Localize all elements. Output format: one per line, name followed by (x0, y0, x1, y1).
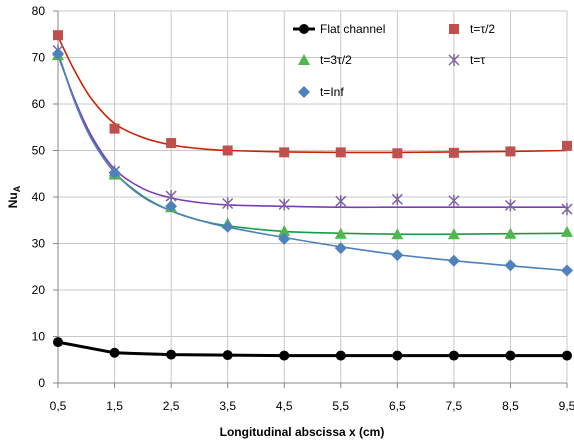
data-point-star (504, 199, 516, 212)
data-point-circle (53, 337, 63, 348)
y-axis-title: NuA (6, 185, 22, 208)
data-point-circle (279, 350, 290, 361)
data-point-square (505, 146, 516, 157)
data-point-square (562, 140, 572, 151)
y-tick-label: 50 (32, 144, 46, 158)
y-tick-labels: 0 10 20 30 40 50 60 70 80 (32, 4, 46, 390)
legend-label: t=3τ/2 (320, 53, 352, 67)
data-point-square (392, 148, 403, 159)
y-tick-label: 70 (32, 51, 46, 65)
data-point-triangle (561, 225, 573, 237)
legend-label: t=Inf (320, 85, 344, 99)
y-axis-title-main: Nu (6, 192, 20, 208)
legend-label: Flat channel (320, 22, 385, 36)
x-tick-label: 0,5 (50, 399, 67, 413)
data-point-circle (166, 349, 177, 360)
data-point-circle (392, 350, 403, 361)
legend-swatch-diamond (298, 86, 310, 98)
series-lines (57, 36, 568, 358)
data-point-diamond (447, 254, 460, 267)
legend-swatch-square (449, 24, 459, 34)
data-point-square (335, 147, 346, 158)
x-tick-labels: 0,5 1,5 2,5 3,5 4,5 5,5 6,5 7,5 8,5 9,5 (50, 399, 574, 413)
data-point-square (448, 147, 459, 158)
x-tick-label: 7,5 (446, 399, 463, 413)
y-tick-label: 20 (32, 283, 46, 297)
y-tick-label: 0 (38, 376, 45, 390)
data-point-circle (505, 350, 516, 361)
data-point-triangle (391, 228, 404, 240)
data-point-star (222, 197, 234, 210)
data-point-circle (222, 350, 233, 361)
data-point-star (561, 203, 573, 216)
data-point-diamond (391, 249, 404, 262)
series-markers (52, 30, 573, 361)
data-point-diamond (52, 47, 64, 60)
data-point-diamond (108, 166, 121, 179)
y-tick-label: 30 (32, 237, 46, 251)
y-tick-label: 80 (32, 4, 46, 18)
data-point-diamond (334, 242, 347, 255)
data-point-star (278, 198, 290, 211)
data-point-star (391, 193, 403, 206)
y-tick-label: 40 (32, 190, 46, 204)
data-point-square (166, 138, 177, 149)
data-point-circle (448, 350, 459, 361)
x-tick-label: 6,5 (389, 399, 406, 413)
legend-swatch-triangle (298, 54, 310, 65)
legend-label: t=τ/2 (470, 22, 495, 36)
y-axis-title-subscript: A (12, 185, 22, 192)
data-point-diamond (561, 264, 573, 277)
data-point-diamond (278, 232, 291, 245)
x-tick-label: 1,5 (106, 399, 123, 413)
data-point-star (448, 194, 460, 207)
y-tick-label: 60 (32, 97, 46, 111)
x-tick-label: 4,5 (276, 399, 293, 413)
data-point-square (53, 30, 63, 41)
series-line-3 (57, 54, 567, 209)
legend: Flat channel t=τ/2 t=3τ/2 t=τ t=Inf (293, 22, 495, 99)
series-line-flat-channel (57, 340, 567, 358)
x-tick-label: 9,5 (559, 399, 574, 413)
x-tick-label: 5,5 (332, 399, 349, 413)
data-point-triangle (447, 228, 460, 240)
x-tick-label: 8,5 (502, 399, 519, 413)
data-point-circle (335, 350, 346, 361)
data-point-circle (109, 347, 120, 358)
data-point-triangle (504, 227, 517, 239)
legend-swatch-star (448, 54, 460, 66)
legend-swatch-circle (299, 24, 309, 34)
data-point-square (109, 123, 120, 134)
data-point-triangle (334, 227, 347, 239)
x-tick-label: 3,5 (219, 399, 236, 413)
data-point-diamond (504, 259, 517, 272)
legend-label: t=τ (470, 53, 485, 67)
gridlines (57, 10, 568, 384)
data-point-diamond (221, 220, 234, 233)
x-axis-title: Longitudinal abscissa x (cm) (220, 425, 385, 439)
data-point-star (335, 195, 347, 208)
data-point-triangle (278, 224, 291, 236)
axes (53, 10, 568, 388)
data-point-square (279, 147, 290, 158)
data-point-diamond (165, 200, 178, 213)
x-tick-label: 2,5 (163, 399, 180, 413)
data-point-circle (562, 350, 572, 361)
y-tick-label: 10 (32, 330, 46, 344)
data-point-star (165, 190, 177, 203)
data-point-square (222, 145, 233, 156)
